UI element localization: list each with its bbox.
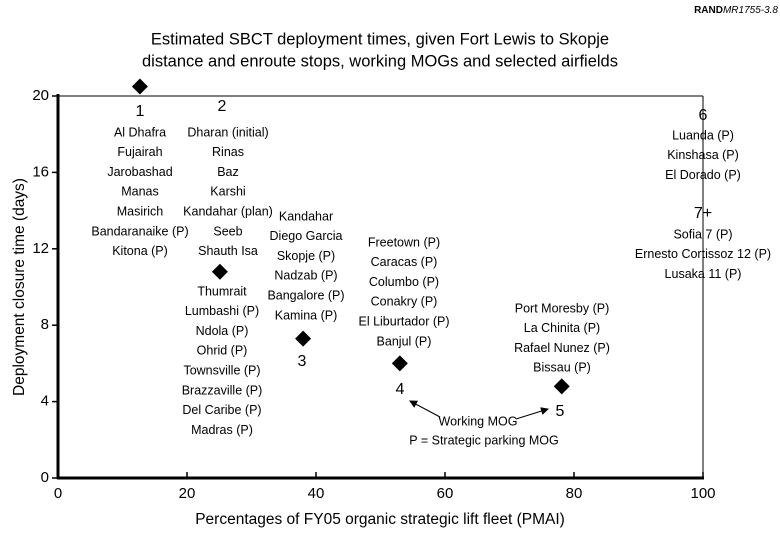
airfield: Dharan (initial) <box>187 125 268 139</box>
header: RANDMR1755-3.8 <box>694 5 778 16</box>
airfield: La Chinita (P) <box>524 321 600 335</box>
point <box>553 378 570 395</box>
x-tick-label: 100 <box>690 485 715 502</box>
airfield: Madras (P) <box>191 423 253 437</box>
airfield: Skopje (P) <box>277 249 335 263</box>
airfield: Luanda (P) <box>672 128 734 142</box>
airfield: Sofia 7 (P) <box>673 227 732 241</box>
chart-title: distance and enroute stops, working MOGs… <box>142 52 618 70</box>
annotation: P = Strategic parking MOG <box>409 433 559 447</box>
airfield: Brazzaville (P) <box>182 383 263 397</box>
airfield: Kitona (P) <box>112 244 168 258</box>
airfield: Lumbashi (P) <box>185 304 259 318</box>
airfield: Caracas (P) <box>371 255 438 269</box>
x-tick-label: 40 <box>308 485 325 502</box>
x-tick-label: 20 <box>179 485 196 502</box>
group-label: 3 <box>298 353 307 370</box>
y-tick-label: 8 <box>41 316 49 333</box>
airfield: Seeb <box>213 224 242 238</box>
airfield: Kandahar <box>279 209 333 223</box>
airfield: Ernesto Cortissoz 12 (P) <box>635 247 771 261</box>
airfield: Kandahar (plan) <box>183 204 273 218</box>
airfield: Del Caribe (P) <box>182 403 261 417</box>
header-italic: MR1755-3.8 <box>723 5 778 16</box>
y-tick-label: 12 <box>32 240 49 257</box>
x-tick-label: 60 <box>437 485 454 502</box>
airfield: Conakry (P) <box>371 295 438 309</box>
airfield: Lusaka 11 (P) <box>665 267 742 281</box>
airfield: Ohrid (P) <box>197 344 248 358</box>
airfield: Shauth Isa <box>198 244 258 258</box>
airfield: El Dorado (P) <box>665 168 741 182</box>
airfield: Baz <box>217 165 239 179</box>
airfield: Fujairah <box>117 145 162 159</box>
point <box>131 78 148 95</box>
airfield: Al Dhafra <box>114 125 166 139</box>
x-tick-label: 0 <box>54 485 62 502</box>
airfield: Bangalore (P) <box>267 288 344 302</box>
airfield: Rinas <box>212 145 244 159</box>
airfield: El Liburtador (P) <box>358 314 449 328</box>
group-label: 4 <box>396 381 405 398</box>
point <box>295 330 312 347</box>
airfield: Port Moresby (P) <box>515 301 609 315</box>
arrow <box>515 407 549 420</box>
airfield: Ndola (P) <box>196 324 249 338</box>
header-bold: RAND <box>694 5 723 16</box>
airfield: Karshi <box>210 185 245 199</box>
airfield: Diego Garcia <box>270 229 343 243</box>
airfield: Bissau (P) <box>533 361 591 375</box>
airfield: Thumrait <box>197 284 247 298</box>
airfield: Nadzab (P) <box>274 269 337 283</box>
airfield: Jarobashad <box>107 165 172 179</box>
x-axis-label: Percentages of FY05 organic strategic li… <box>195 511 565 528</box>
airfield: Freetown (P) <box>368 235 440 249</box>
annotation: Working MOG <box>439 414 518 428</box>
airfield: Kinshasa (P) <box>667 148 739 162</box>
group-label: 5 <box>556 403 565 420</box>
airfield: Banjul (P) <box>377 334 432 348</box>
group-label: 7+ <box>694 205 712 222</box>
arrow <box>409 400 441 418</box>
x-tick-label: 80 <box>566 485 583 502</box>
group-label: 2 <box>218 98 227 115</box>
airfield: Columbo (P) <box>369 275 439 289</box>
airfield: Rafael Nunez (P) <box>514 341 610 355</box>
point <box>211 263 228 280</box>
y-tick-label: 0 <box>41 469 49 486</box>
airfield: Townsville (P) <box>183 363 260 377</box>
airfield: Manas <box>121 185 159 199</box>
airfield: Masirich <box>117 204 164 218</box>
y-tick-label: 16 <box>32 163 49 180</box>
y-tick-label: 4 <box>41 393 49 410</box>
group-label: 6 <box>699 107 708 124</box>
group-label: 1 <box>136 103 145 120</box>
y-axis-label: Deployment closure time (days) <box>11 178 28 396</box>
y-tick-label: 20 <box>32 87 49 104</box>
airfield: Bandaranaike (P) <box>91 224 188 238</box>
chart-title: Estimated SBCT deployment times, given F… <box>151 30 609 48</box>
point <box>391 355 408 372</box>
airfield: Kamina (P) <box>275 308 338 322</box>
